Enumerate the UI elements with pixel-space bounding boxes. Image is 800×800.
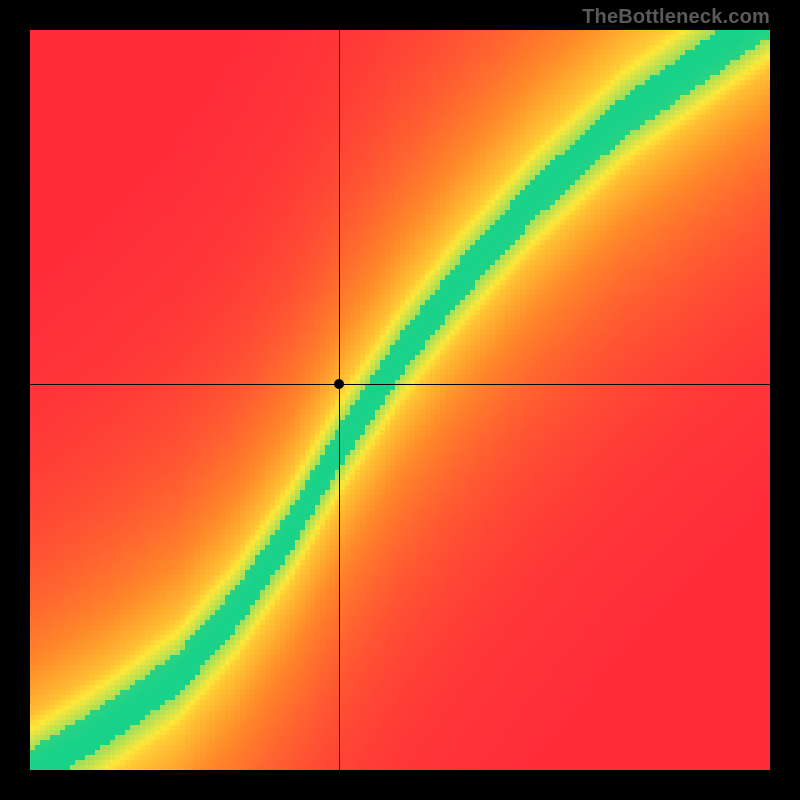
watermark-text: TheBottleneck.com [582, 6, 770, 29]
crosshair-vertical [339, 30, 340, 770]
crosshair-marker [334, 379, 344, 389]
crosshair-horizontal [30, 384, 770, 385]
heatmap-canvas [30, 30, 770, 770]
heatmap-plot [30, 30, 770, 770]
